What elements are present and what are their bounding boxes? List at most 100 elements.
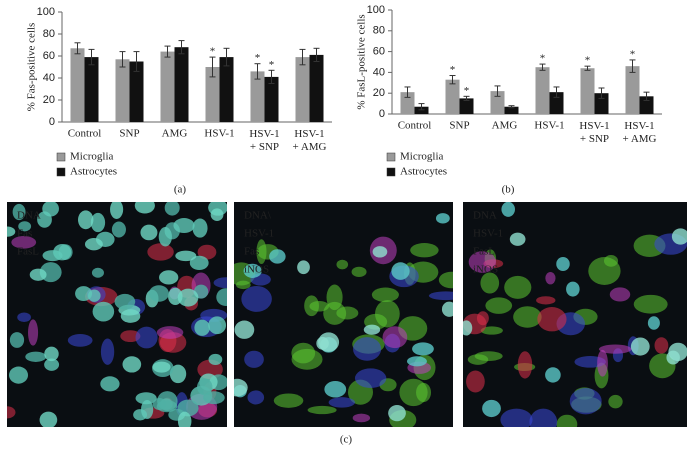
stain — [147, 243, 174, 261]
y-tick-label: 80 — [373, 25, 385, 37]
nucleus — [203, 391, 225, 405]
nucleus — [148, 285, 169, 302]
error-bar — [268, 69, 275, 84]
nucleus — [630, 337, 650, 356]
legend-swatch — [386, 152, 396, 162]
nucleus — [243, 263, 262, 278]
stain — [309, 300, 330, 312]
x-tick-label: Control — [68, 128, 102, 140]
error-bar — [74, 42, 81, 55]
stain — [28, 319, 39, 346]
nucleus — [192, 218, 208, 238]
bar — [625, 66, 640, 114]
panel-label: (c) — [340, 434, 353, 446]
nucleus — [566, 281, 580, 297]
nucleus — [75, 286, 93, 302]
nucleus — [297, 260, 310, 275]
bar — [459, 98, 474, 114]
stain — [654, 337, 669, 354]
error-bar — [164, 45, 171, 58]
nucleus — [25, 351, 47, 362]
stain-label: HSV-1 — [473, 228, 503, 240]
stain-label: HSV-1 — [244, 228, 274, 240]
stain — [536, 296, 556, 305]
error-bar — [449, 75, 456, 85]
stain — [609, 287, 631, 302]
micrograph: DNA HSV-1 FasL iNOS — [463, 202, 687, 427]
stain — [410, 243, 439, 258]
legend-swatch — [56, 167, 66, 177]
stain-label: DNA — [17, 210, 41, 222]
nucleus — [9, 366, 29, 384]
nucleus — [216, 288, 227, 306]
legend-label: Microglia — [400, 151, 443, 163]
y-tick-label: 100 — [367, 4, 385, 16]
bar — [414, 106, 429, 114]
error-bar — [88, 48, 95, 66]
nucleus — [208, 316, 227, 335]
error-bar — [299, 48, 306, 66]
nucleus — [164, 202, 180, 216]
x-tick-label: Control — [398, 120, 432, 132]
stain — [466, 370, 485, 393]
error-bar — [494, 85, 501, 97]
bar — [70, 48, 85, 122]
stain — [371, 287, 399, 303]
stain — [352, 413, 371, 423]
y-tick-label: 20 — [43, 94, 55, 106]
stain — [273, 393, 304, 408]
significance: * — [255, 52, 261, 64]
stain — [354, 368, 387, 389]
nucleus — [140, 224, 158, 241]
error-bar — [643, 91, 650, 101]
y-tick-label: 0 — [379, 108, 385, 120]
nucleus — [177, 288, 199, 307]
error-bar — [553, 86, 560, 98]
nucleus — [175, 250, 197, 262]
y-tick-label: 100 — [37, 6, 55, 18]
stain — [467, 354, 489, 365]
stain — [241, 285, 272, 312]
x-tick-label: HSV-1 + AMG — [292, 128, 326, 153]
significance: * — [540, 53, 546, 65]
stain — [500, 408, 533, 427]
stain — [382, 326, 408, 349]
stain — [67, 334, 93, 347]
micrograph-content — [234, 213, 453, 427]
stain — [213, 277, 227, 289]
stain — [307, 405, 337, 415]
stain — [328, 397, 356, 408]
nucleus — [269, 249, 286, 264]
stain — [597, 349, 608, 377]
stain — [633, 294, 668, 314]
legend-swatch — [386, 167, 396, 177]
nucleus — [509, 232, 526, 246]
bar — [295, 57, 310, 122]
x-tick-label: HSV-1 + SNP — [249, 128, 279, 153]
x-tick-label: SNP — [449, 120, 469, 132]
y-tick-label: 60 — [43, 50, 55, 62]
x-tick-label: HSV-1 — [204, 128, 234, 140]
stain-label: iNOS — [244, 264, 269, 276]
nucleus — [189, 255, 209, 271]
nucleus — [363, 324, 381, 335]
legend-label: Astrocytes — [70, 166, 117, 178]
stain — [517, 351, 533, 379]
bar — [400, 92, 415, 114]
error-bar — [209, 56, 216, 78]
x-tick-label: HSV-1 + AMG — [622, 120, 656, 145]
micrograph: DNA\ HSV-1 Fas iNOS — [234, 202, 453, 427]
stain — [235, 280, 251, 290]
nucleus — [208, 353, 223, 366]
stain — [156, 326, 184, 339]
nucleus — [90, 212, 106, 233]
error-bar — [223, 47, 230, 67]
stain — [197, 244, 217, 260]
stain — [537, 307, 567, 332]
nucleus — [114, 293, 136, 310]
nucleus — [671, 228, 687, 245]
stain — [438, 271, 453, 289]
nucleus — [556, 256, 570, 272]
nucleus — [545, 367, 561, 383]
error-bar — [508, 105, 515, 109]
